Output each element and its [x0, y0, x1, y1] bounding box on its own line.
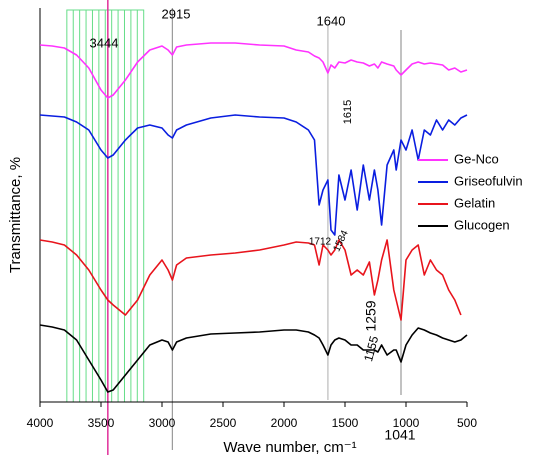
x-axis-label: Wave number, cm⁻¹ — [223, 439, 356, 456]
x-tick-label: 500 — [457, 416, 477, 430]
series-line — [39, 114, 468, 236]
legend-label: Glucogen — [454, 217, 510, 232]
x-tick-label: 1000 — [393, 416, 420, 430]
annotation: 1041 — [384, 427, 415, 443]
annotation: 1640 — [317, 13, 346, 28]
x-tick-label: 3500 — [88, 416, 115, 430]
series-line — [39, 42, 468, 99]
annotation: 3444 — [90, 35, 119, 50]
legend-label: Gelatin — [454, 195, 495, 210]
x-tick-label: 3000 — [149, 416, 176, 430]
annotation: 1712 — [309, 237, 332, 248]
y-axis-label: Transmittance, % — [7, 157, 24, 273]
series-line — [39, 324, 468, 393]
series-line — [39, 239, 462, 321]
x-tick-label: 2000 — [271, 416, 298, 430]
annotation: 1615 — [342, 100, 354, 124]
legend-label: Griseofulvin — [454, 173, 523, 188]
x-tick-label: 2500 — [210, 416, 237, 430]
annotation: 2915 — [162, 6, 191, 21]
x-tick-label: 4000 — [27, 416, 54, 430]
annotation: 1155 — [361, 334, 381, 363]
x-tick-label: 1500 — [332, 416, 359, 430]
annotation: 1259 — [363, 300, 379, 331]
legend-label: Ge-Nco — [454, 151, 499, 166]
